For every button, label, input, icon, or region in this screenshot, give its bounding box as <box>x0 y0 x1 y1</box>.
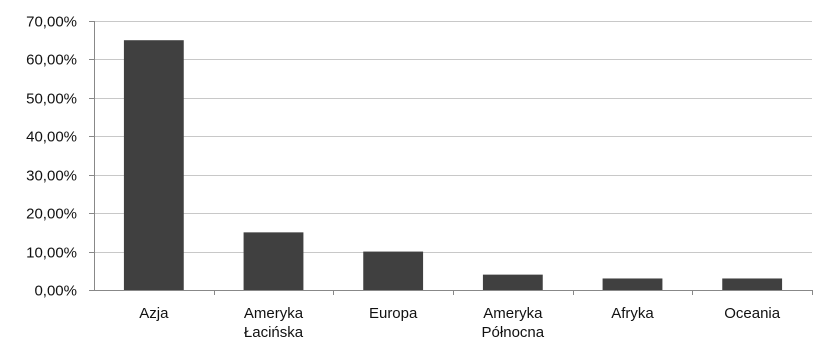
x-category-label-line: Północna <box>482 324 545 341</box>
bar <box>722 278 783 290</box>
x-category-label: Ameryka Łacińska <box>244 305 304 341</box>
y-tick-label: 40,00% <box>26 129 77 146</box>
y-tick-label: 70,00% <box>26 14 77 31</box>
x-category-label: Ameryka Północna <box>482 305 545 341</box>
x-category-label-line: Oceania <box>724 305 781 322</box>
y-tick-label: 60,00% <box>26 52 77 69</box>
x-category-label-line: Afryka <box>611 305 654 322</box>
x-category-label: Azja <box>139 305 169 322</box>
bar <box>243 232 304 290</box>
bar <box>123 40 184 290</box>
bars <box>123 40 783 290</box>
bar <box>482 274 543 290</box>
y-tick-label: 30,00% <box>26 168 77 185</box>
axes <box>94 21 813 295</box>
x-category-label-line: Łacińska <box>244 324 304 341</box>
bar <box>363 251 424 290</box>
x-category-label-line: Azja <box>139 305 169 322</box>
y-tick-label: 50,00% <box>26 91 77 108</box>
y-tick-label: 0,00% <box>34 283 77 300</box>
x-category-label-line: Europa <box>369 305 418 322</box>
x-category-label-line: Ameryka <box>483 305 543 322</box>
x-category-label: Oceania <box>724 305 781 322</box>
x-category-label: Afryka <box>611 305 654 322</box>
gridlines <box>94 21 812 253</box>
y-axis-tick-labels: 0,00% 10,00% 20,00% 30,00% 40,00% 50,00% 60,00… <box>26 14 94 300</box>
y-tick-label: 20,00% <box>26 206 77 223</box>
y-tick-label: 10,00% <box>26 245 77 262</box>
x-axis-category-labels: Azja Ameryka Łacińska Europa Ameryka Północna… <box>139 305 781 341</box>
x-category-label-line: Ameryka <box>244 305 304 322</box>
x-category-label: Europa <box>369 305 418 322</box>
bar <box>602 278 663 290</box>
